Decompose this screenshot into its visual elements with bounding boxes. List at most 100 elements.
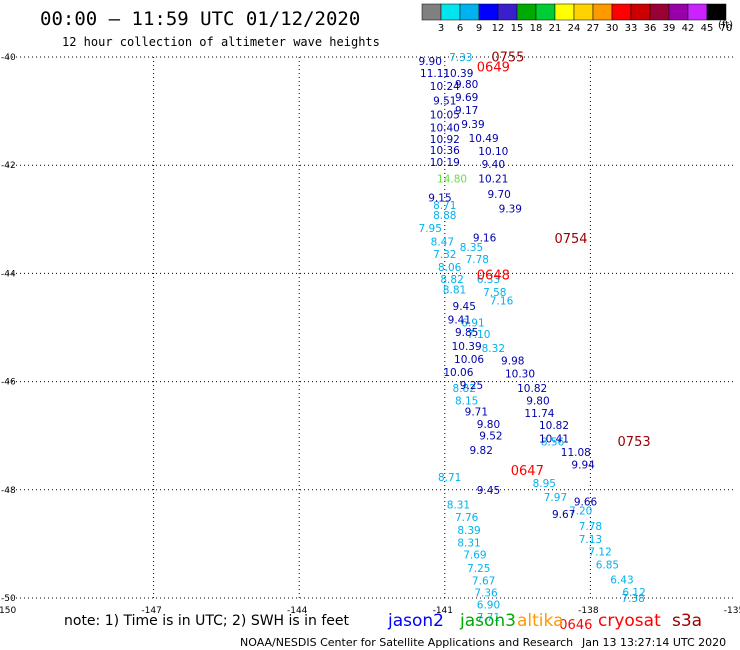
wave-height-label: 9.80 (455, 79, 478, 91)
wave-height-label: 7.20 (569, 505, 592, 517)
x-tick-label: -144 (287, 606, 308, 616)
legend-label: 24 (568, 23, 581, 34)
wave-height-label: 8.15 (455, 396, 478, 408)
x-tick-label: -135 (724, 606, 740, 616)
wave-height-label: 9.98 (501, 356, 524, 368)
wave-height-label: 8.31 (457, 537, 480, 549)
wave-height-label: 9.67 (552, 509, 575, 521)
legend-label: 45 (701, 23, 714, 34)
satellite-jason3: jason3 (459, 611, 516, 631)
legend-swatch (649, 3, 670, 21)
wave-height-label: 7.16 (490, 295, 514, 307)
pass-time-label: 0649 (477, 60, 510, 75)
wave-height-label: 8.47 (431, 236, 454, 248)
wave-height-label: 10.19 (430, 157, 460, 169)
satellite-legend: jason2 jason3 altika cryosat s3a (387, 611, 702, 631)
wave-height-label: 6.12 (622, 587, 645, 599)
wave-height-label: 8.95 (533, 478, 556, 490)
wave-height-label: 8.82 (440, 274, 463, 286)
y-tick-label: -44 (1, 269, 16, 279)
wave-height-label: 7.10 (467, 329, 490, 341)
wave-height-label: 10.05 (430, 109, 460, 121)
wave-height-label: 8.39 (457, 525, 480, 537)
legend-swatch (478, 3, 499, 21)
wave-height-label: 8.71 (433, 200, 456, 212)
legend-swatch (516, 3, 537, 21)
axes: -150 -147 -144 -141 -138 -135 -40 -42 -44 -46 -48 -… (0, 53, 740, 616)
wave-height-label: 10.41 (539, 433, 569, 445)
legend-label: 6 (457, 23, 463, 34)
wave-height-label: 9.45 (477, 485, 500, 497)
y-tick-label: -46 (1, 378, 16, 388)
wave-height-label: 7.58 (483, 287, 506, 299)
legend-swatch (630, 3, 651, 21)
color-legend (421, 3, 727, 21)
wave-height-label: 6.43 (610, 575, 633, 587)
wave-height-label: 7.97 (544, 492, 567, 504)
legend-swatch (440, 3, 461, 21)
pass-time-label: 0648 (477, 269, 510, 284)
wave-height-label: 9.90 (419, 56, 442, 68)
wave-height-label: 8.82 (453, 383, 476, 395)
wave-height-label: 10.82 (517, 383, 547, 395)
wave-height-label: 7.13 (579, 534, 602, 546)
wave-height-label: 6.91 (461, 318, 484, 330)
wave-height-label: 10.30 (505, 368, 535, 380)
wave-height-label: 9.80 (526, 396, 549, 408)
legend-swatch (497, 3, 518, 21)
satellite-altika: altika (517, 611, 564, 631)
wave-height-label: 7.12 (588, 546, 611, 558)
wave-height-label: 10.40 (430, 122, 460, 134)
wave-height-label: 9.66 (574, 497, 598, 509)
wave-height-label: 9.82 (470, 445, 493, 457)
wave-height-label: 6.85 (596, 559, 619, 571)
wave-height-label: 8.56 (541, 437, 565, 449)
pass-time-label: 0647 (511, 464, 544, 479)
wave-height-label: 10.82 (539, 420, 569, 432)
wave-height-label: 11.11 (420, 68, 450, 80)
wave-height-label: 8.88 (433, 210, 456, 222)
wave-height-label: 8.71 (438, 472, 461, 484)
wave-height-label: 7.36 (474, 588, 498, 600)
satellite-jason2: jason2 (387, 611, 444, 631)
satellite-s3a: s3a (672, 611, 702, 631)
wave-height-label: 11.08 (561, 447, 591, 459)
legend-swatch (535, 3, 556, 21)
wave-height-label: 9.70 (487, 189, 510, 201)
legend-label: 15 (511, 23, 524, 34)
wave-height-label: 8.35 (460, 242, 483, 254)
pass-time-label: 0646 (559, 618, 592, 633)
wave-height-label: 10.36 (430, 145, 460, 157)
wave-height-label: 6.90 (477, 599, 500, 611)
wave-height-label: 8.81 (443, 285, 466, 297)
legend-label: 9 (476, 23, 482, 34)
wave-height-label: 10.39 (452, 341, 482, 353)
wave-height-label: 7.38 (621, 593, 644, 605)
wave-height-label: 7.25 (467, 563, 490, 575)
wave-height-label: 9.45 (453, 301, 476, 313)
wave-height-label: 7.67 (472, 576, 495, 588)
wave-height-label: 9.71 (465, 406, 488, 418)
grid (8, 56, 736, 599)
wave-height-label: 10.06 (454, 354, 484, 366)
wave-height-label: 9.94 (571, 459, 595, 471)
wave-height-label: 9.41 (448, 314, 471, 326)
y-tick-label: -42 (1, 161, 16, 171)
legend-label: 39 (663, 23, 676, 34)
legend-swatch (554, 3, 575, 21)
legend-swatch (611, 3, 632, 21)
x-tick-label: -147 (141, 606, 161, 616)
wave-height-label: 10.10 (478, 146, 508, 158)
legend-swatch (668, 3, 689, 21)
wave-height-label: 10.39 (443, 68, 473, 80)
wave-height-label: 9.15 (428, 193, 451, 205)
pass-time-label: 0755 (491, 51, 524, 66)
pass-time-label: 0754 (554, 232, 587, 247)
legend-swatch (459, 3, 480, 21)
wave-height-label: 9.25 (460, 380, 483, 392)
legend-swatch (687, 3, 708, 21)
data-points: 7.336.917.108.328.357.786.337.587.168.56… (419, 51, 651, 634)
legend-label: 12 (492, 23, 505, 34)
legend-swatch (706, 3, 727, 21)
